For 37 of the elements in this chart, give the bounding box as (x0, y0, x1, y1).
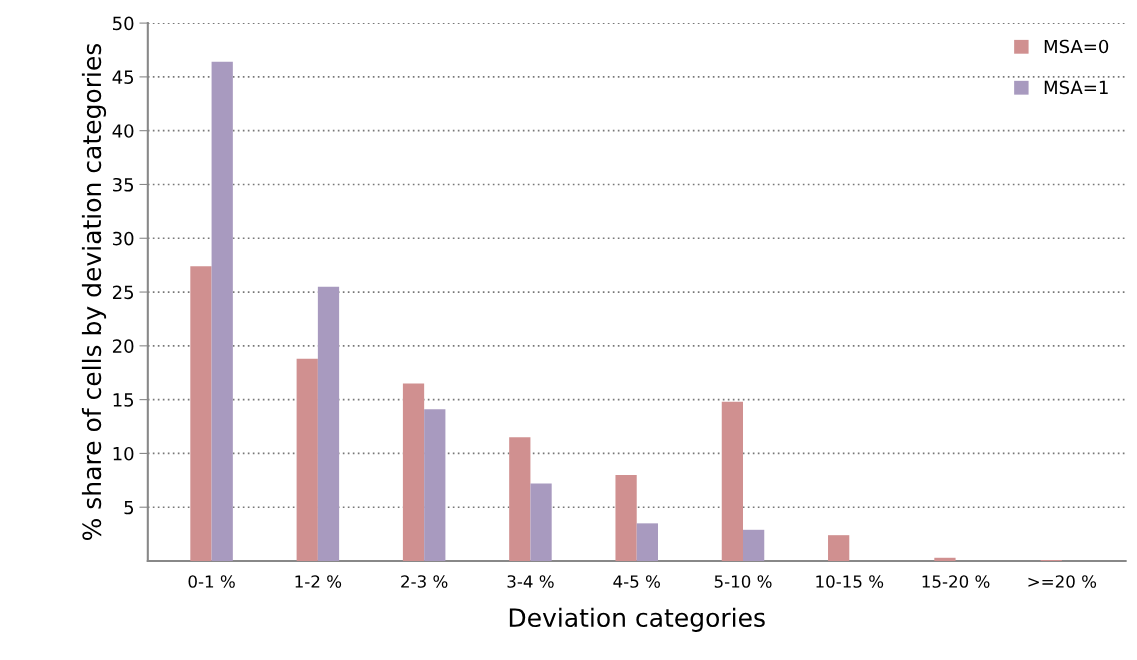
bar (743, 529, 765, 561)
bar (509, 437, 531, 561)
bar (296, 358, 318, 561)
x-tick-label: 2-3 % (401, 575, 448, 588)
y-tick-label: 45 (112, 70, 134, 85)
x-tick-label: 3-4 % (507, 575, 554, 588)
y-tick-label: 15 (113, 393, 134, 407)
x-tick-label: 5-10 % (714, 575, 772, 588)
x-tick-label: 0-1 % (188, 575, 235, 588)
x-tick-label: 10-15 % (816, 575, 884, 588)
legend-label: MSA=1 (1044, 80, 1108, 95)
bar (934, 557, 956, 561)
y-tick-label: 35 (113, 177, 134, 192)
y-axis-title: % share of cells by deviation categories (81, 43, 107, 541)
bar (721, 401, 743, 561)
bar (317, 286, 340, 561)
bar (190, 266, 212, 561)
x-tick-label: >=20 % (1028, 575, 1097, 588)
legend-label: MSA=0 (1044, 39, 1109, 54)
bar (402, 383, 425, 561)
y-tick-label: 25 (112, 285, 134, 300)
bar (828, 535, 850, 561)
bar (615, 474, 637, 561)
y-tick-label: 40 (112, 124, 134, 138)
x-tick-label: 4-5 % (613, 575, 660, 588)
x-axis-title: Deviation categories (509, 607, 765, 632)
bar (636, 523, 658, 561)
y-tick-label: 20 (112, 339, 134, 353)
bar (424, 409, 446, 561)
x-tick-label: 1-2 % (295, 575, 342, 588)
x-tick-label: 15-20 % (922, 575, 990, 588)
y-tick-label: 5 (124, 500, 134, 515)
y-tick-label: 50 (113, 16, 134, 31)
y-tick-label: 10 (113, 446, 134, 461)
bar (211, 61, 233, 561)
bar (530, 483, 552, 561)
y-tick-label: 30 (113, 231, 134, 246)
